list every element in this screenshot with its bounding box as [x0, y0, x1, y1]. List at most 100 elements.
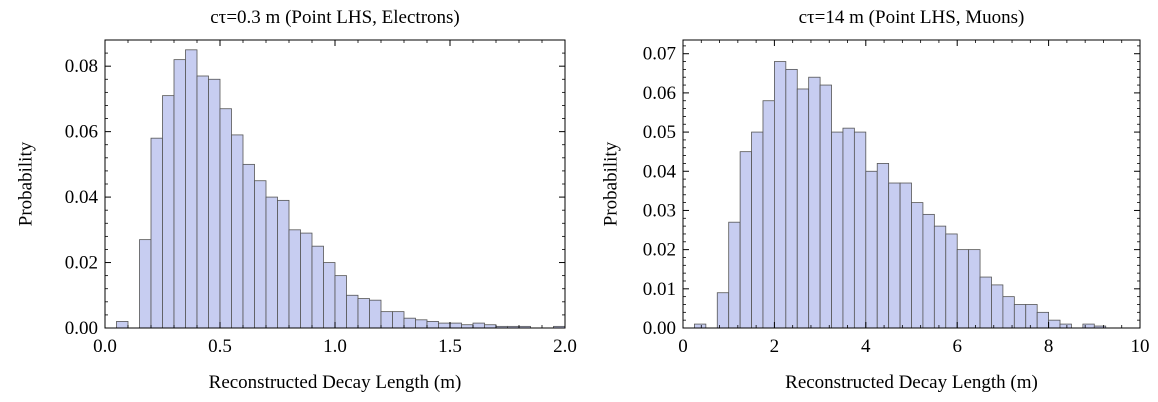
histogram-bar — [853, 131, 867, 329]
histogram-bar — [449, 322, 462, 329]
histogram-bar — [254, 180, 267, 329]
histogram-bar — [311, 245, 324, 329]
histogram-bar — [173, 59, 186, 329]
histogram-bar — [922, 213, 935, 329]
histogram-bar — [728, 221, 741, 329]
histogram-bar — [1013, 304, 1027, 329]
histogram-bar — [739, 151, 752, 329]
bars — [694, 61, 1107, 329]
histogram-bar — [716, 292, 730, 329]
y-tick-label: 0.00 — [643, 318, 676, 339]
histogram-bar — [116, 321, 129, 329]
histogram-bar — [1002, 296, 1015, 329]
x-axis-label: Reconstructed Decay Length (m) — [209, 372, 462, 393]
histogram-bar — [139, 239, 152, 329]
x-tick-label: 0.5 — [208, 336, 232, 357]
histogram-bar — [162, 95, 175, 329]
histogram-bar — [1025, 304, 1038, 329]
histogram-bar — [1036, 311, 1049, 329]
y-tick-label: 0.04 — [65, 187, 99, 208]
x-tick-label: 8 — [1044, 336, 1054, 357]
histogram-bar — [888, 182, 901, 329]
y-tick-label: 0.01 — [643, 279, 676, 300]
x-tick-label: 0 — [678, 336, 688, 357]
histogram-bar — [438, 322, 451, 329]
histogram-bar — [694, 323, 707, 329]
histogram-bar — [242, 163, 255, 329]
histogram-bar — [1059, 323, 1072, 329]
histogram-bar — [876, 163, 890, 329]
histogram-bar — [415, 319, 428, 329]
x-tick-label: 1.0 — [323, 336, 347, 357]
y-axis-label: Probability — [600, 141, 621, 226]
x-tick-label: 2.0 — [553, 336, 577, 357]
x-tick-label: 0.0 — [93, 336, 117, 357]
histogram-bar — [196, 75, 209, 329]
y-tick-label: 0.00 — [65, 318, 98, 339]
histogram-bar — [150, 137, 163, 329]
histogram-bar — [751, 131, 764, 329]
y-tick-label: 0.02 — [65, 253, 98, 274]
histogram-bar — [933, 225, 947, 329]
x-tick-label: 10 — [1131, 336, 1150, 357]
histogram-bar — [899, 182, 912, 329]
histogram-bar — [334, 275, 347, 329]
histogram-bar — [785, 68, 798, 329]
histogram-bar — [472, 322, 485, 329]
y-tick-label: 0.06 — [65, 122, 98, 143]
histogram-bar — [346, 294, 359, 329]
histogram-bar — [231, 134, 244, 329]
histogram-bar — [945, 233, 958, 329]
histogram-bar — [956, 249, 970, 329]
histogram-bar — [1048, 319, 1061, 329]
y-tick-label: 0.06 — [643, 83, 676, 104]
histogram-bar — [288, 229, 301, 329]
histogram-bar — [426, 321, 439, 329]
histogram-bar — [403, 317, 416, 329]
histogram-bar — [1082, 323, 1095, 329]
histogram-bar — [208, 78, 221, 329]
y-tick-label: 0.05 — [643, 122, 676, 143]
histogram-bar — [808, 76, 821, 329]
histogram-bar — [831, 131, 844, 329]
x-tick-label: 1.5 — [438, 336, 462, 357]
histogram-bar — [265, 196, 278, 329]
chart-title: cτ=0.3 m (Point LHS, Electrons) — [210, 7, 460, 28]
histogram-bar — [185, 49, 198, 329]
ticks: 0 2 4 6 8 10 0.00 0.01 0.02 0.03 0.04 0.05 0.06 0.07 — [643, 40, 1150, 357]
histogram-bar — [300, 232, 313, 329]
x-tick-label: 6 — [952, 336, 962, 357]
panel-muons: cτ=14 m (Point LHS, Muons) Reconstructed… — [600, 7, 1149, 393]
histogram-bar — [796, 88, 810, 329]
ticks: 0.0 0.5 1.0 1.5 2.0 0.00 0.02 0.04 0.06 0.08 — [65, 40, 577, 357]
y-tick-label: 0.07 — [643, 44, 676, 65]
histogram-bar — [991, 284, 1004, 329]
histogram-bar — [979, 276, 992, 329]
histogram-bar — [219, 108, 232, 329]
plot-frame — [104, 39, 566, 329]
y-tick-label: 0.04 — [643, 161, 677, 182]
histogram-bar — [762, 100, 775, 329]
panel-electrons: cτ=0.3 m (Point LHS, Electrons) Reconstr… — [15, 7, 577, 393]
chart-title: cτ=14 m (Point LHS, Muons) — [799, 7, 1025, 28]
y-tick-label: 0.02 — [643, 240, 676, 261]
x-tick-label: 4 — [861, 336, 871, 357]
plot-frame — [682, 39, 1141, 329]
x-tick-label: 2 — [770, 336, 780, 357]
histogram-bar — [392, 311, 405, 329]
histogram-bar — [911, 202, 924, 329]
histogram-bar — [369, 299, 382, 329]
y-tick-label: 0.08 — [65, 56, 98, 77]
histogram-bar — [842, 127, 855, 329]
histogram-bar — [323, 262, 336, 329]
histogram-bar — [865, 170, 878, 329]
histogram-bar — [968, 249, 981, 329]
histogram-bar — [380, 311, 393, 329]
histogram-bar — [819, 84, 832, 329]
histogram-bar — [277, 199, 290, 329]
x-axis-label: Reconstructed Decay Length (m) — [785, 372, 1038, 393]
bars — [116, 49, 566, 329]
y-tick-label: 0.03 — [643, 200, 676, 221]
